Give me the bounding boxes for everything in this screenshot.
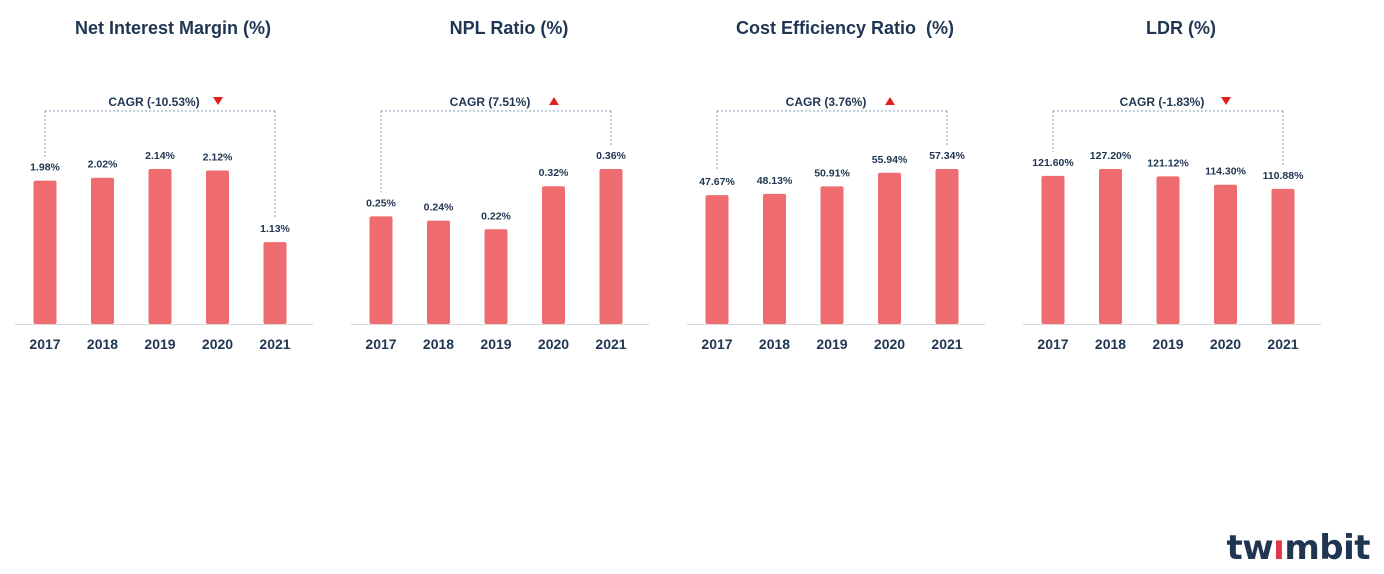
chart-title: Cost Efficiency Ratio (%) [735,18,955,38]
x-tick-label: 2017 [701,336,732,352]
chart-title: LDR (%) [1146,18,1216,38]
chart-cost-efficiency: 47.67% 2017 48.13% 2018 50.91% 2019 55.94% 2020… [687,94,985,352]
cagr-up-arrow-icon [885,97,895,105]
cagr-label-bg [92,94,228,110]
x-tick-label: 2018 [1095,336,1126,352]
x-tick-label: 2019 [1152,336,1183,352]
data-label: 0.32% [539,167,569,179]
x-tick-label: 2018 [423,336,454,352]
cagr-label: CAGR (-1.83%) [1120,95,1205,109]
x-tick-label: 2017 [1037,336,1068,352]
data-label: 55.94% [872,154,908,166]
data-label: 2.02% [88,159,118,171]
chart-title: Net Interest Margin (%) [74,18,272,38]
bar [91,177,114,324]
x-tick-label: 2021 [1267,336,1298,352]
data-label: 121.12% [1147,157,1189,169]
x-tick-label: 2021 [931,336,962,352]
data-label: 0.22% [481,210,511,222]
data-label: 57.34% [929,150,965,162]
twimbit-logo: twımbit [1226,528,1370,568]
x-tick-label: 2019 [816,336,847,352]
x-tick-label: 2020 [1210,336,1241,352]
x-tick-label: 2019 [144,336,175,352]
bar [1271,188,1295,324]
bar [148,169,172,324]
cagr-label: CAGR (7.51%) [450,95,531,109]
chart-nim: 1.98% 2017 2.02% 2018 2.14% 2019 2.12% 2020 1.13… [15,94,313,352]
bar [878,172,901,324]
chart-npl: 0.25% 2017 0.24% 2018 0.22% 2019 0.32% 2020 0.36… [351,94,649,352]
x-tick-label: 2017 [365,336,396,352]
bar [763,193,786,324]
bar [1156,176,1180,324]
cagr-label-bg [764,94,900,110]
data-label: 50.91% [814,167,850,179]
x-tick-label: 2020 [202,336,233,352]
cagr-up-arrow-icon [549,97,559,105]
bar [369,216,393,324]
bar [1099,169,1122,324]
bar [705,195,729,324]
cagr-label-bg [1100,94,1236,110]
data-label: 0.24% [424,202,454,214]
bar [263,242,287,324]
x-tick-label: 2020 [874,336,905,352]
x-tick-label: 2021 [595,336,626,352]
data-label: 127.20% [1090,150,1132,162]
bar [1041,175,1065,324]
bar [484,229,508,324]
x-tick-label: 2018 [87,336,118,352]
data-label: 110.88% [1263,170,1305,182]
chart-ldr: 121.60% 2017 127.20% 2018 121.12% 2019 114.30%… [1023,94,1321,352]
bar [427,220,450,324]
data-label: 114.30% [1205,166,1247,178]
x-tick-label: 2018 [759,336,790,352]
bar [542,186,565,324]
chart-title: NPL Ratio (%) [449,18,569,38]
data-label: 2.12% [203,151,233,163]
x-tick-label: 2021 [259,336,290,352]
data-label: 1.98% [30,162,60,174]
bar [1214,184,1237,324]
x-tick-label: 2020 [538,336,569,352]
chart-panel-cost-efficiency: Cost Efficiency Ratio (%) 47.67% 2017 48.1… [677,0,1013,380]
data-label: 2.14% [145,150,175,162]
data-label: 0.25% [366,197,396,209]
data-label: 48.13% [757,175,793,187]
cagr-label: CAGR (-10.53%) [108,95,199,109]
cagr-label-bg [428,94,564,110]
cagr-down-arrow-icon [213,97,223,105]
bar [935,169,959,324]
x-tick-label: 2017 [29,336,60,352]
data-label: 47.67% [699,176,735,188]
chart-panel-ldr: LDR (%) 121.60% 2017 127.20% 2018 121.12% 201… [1013,0,1349,380]
data-label: 1.13% [260,223,290,235]
bar [820,186,844,324]
data-label: 0.36% [596,150,626,162]
cagr-label: CAGR (3.76%) [786,95,867,109]
x-tick-label: 2019 [480,336,511,352]
chart-panel-nim: Net Interest Margin (%) 1.98% 2017 2.02% 20… [5,0,341,380]
cagr-down-arrow-icon [1221,97,1231,105]
bar [33,180,57,324]
chart-panel-npl: NPL Ratio (%) 0.25% 2017 0.24% 2018 0.22% 201… [341,0,677,380]
data-label: 121.60% [1032,157,1074,169]
bar [206,170,229,324]
bar [599,169,623,324]
